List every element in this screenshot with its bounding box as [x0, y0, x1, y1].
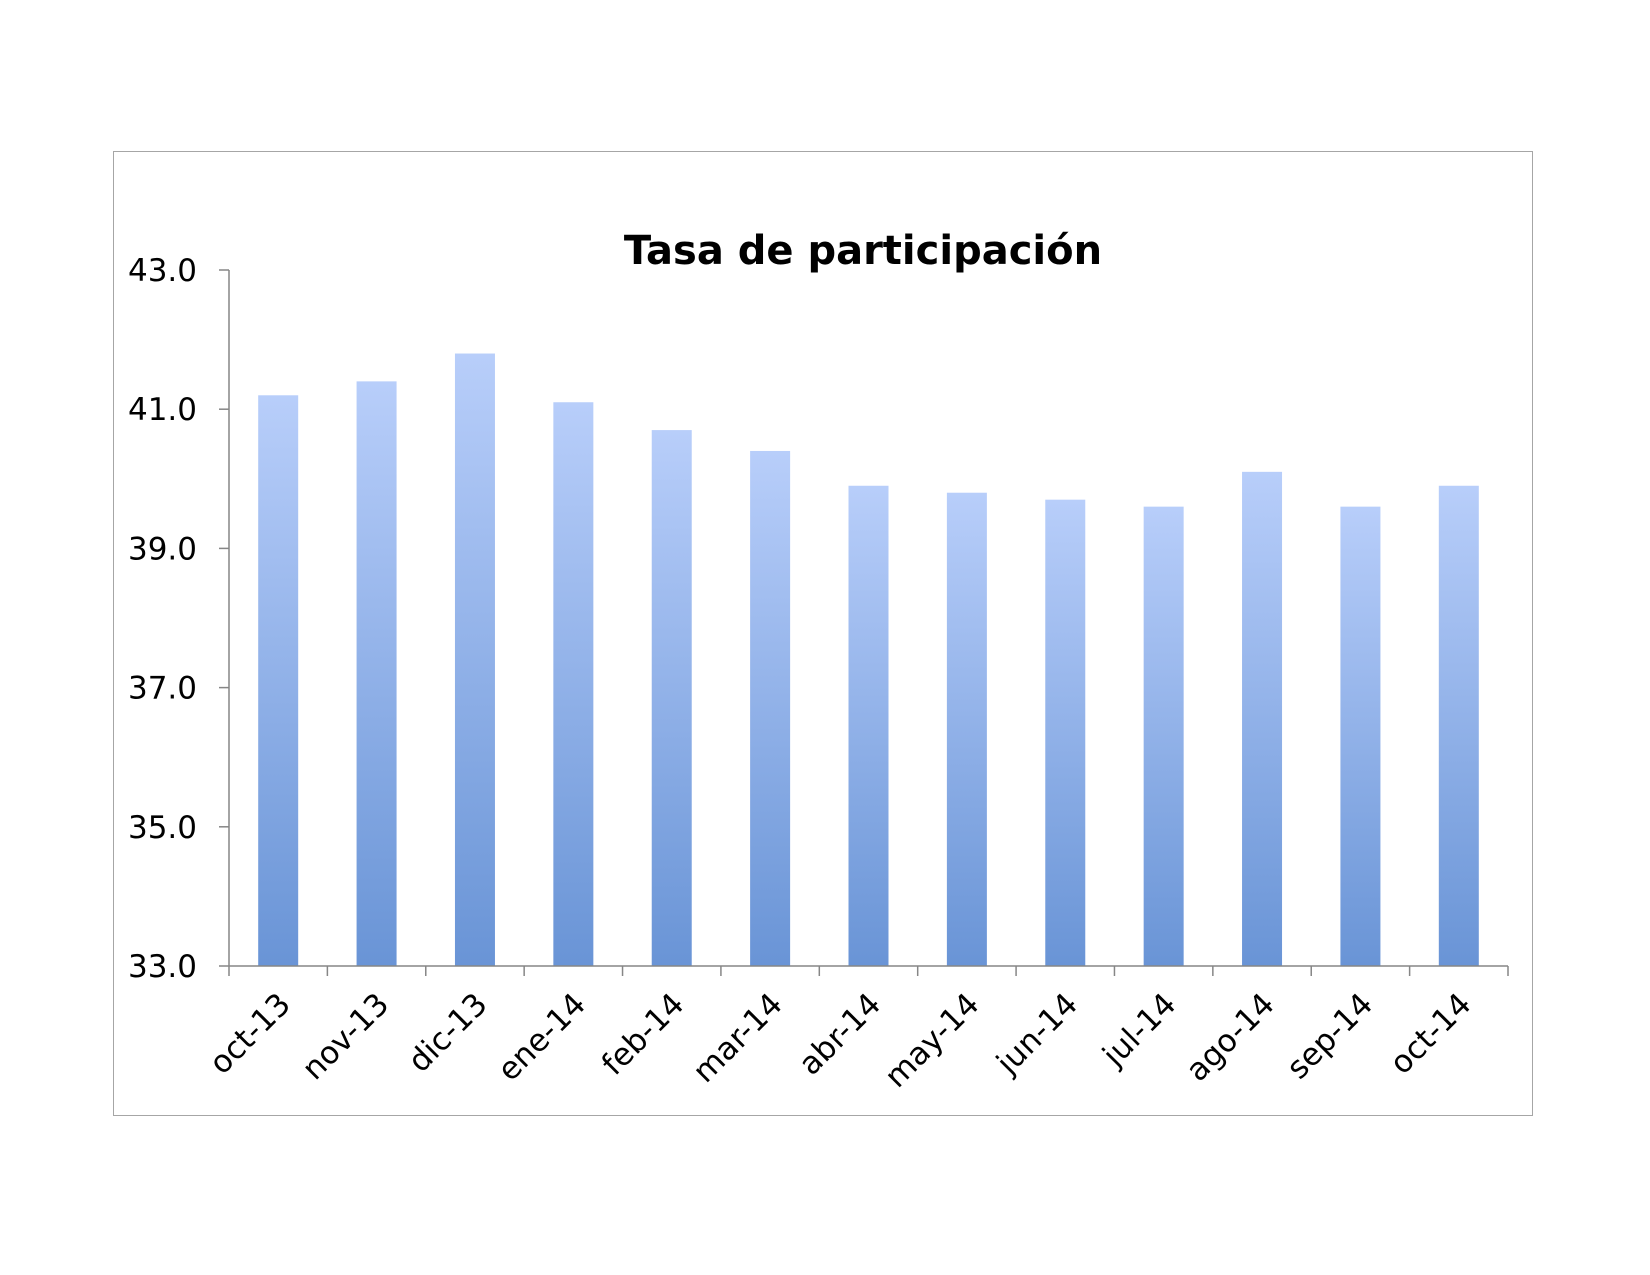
bar-abr-14: [848, 485, 889, 966]
bars: [258, 353, 1479, 967]
chart-frame: [113, 151, 1533, 1116]
bar-dic-13: [454, 353, 495, 966]
bar-oct-13: [258, 395, 299, 966]
x-tick-label: oct-13: [203, 986, 298, 1081]
x-tick-label: abr-14: [792, 986, 888, 1082]
x-tick-label: jun-14: [989, 986, 1085, 1082]
x-tick-label: mar-14: [686, 986, 790, 1090]
x-tick-label: may-14: [878, 986, 987, 1095]
y-axis: 33.0 35.0 37.0 39.0 41.0 43.0: [128, 253, 230, 985]
bar-ago-14: [1242, 471, 1283, 966]
y-tick-label: 35.0: [128, 810, 197, 846]
x-tick-label: oct-14: [1383, 986, 1478, 1081]
x-tick-label: ago-14: [1179, 986, 1281, 1088]
y-tick-label: 39.0: [128, 531, 197, 567]
bar-jul-14: [1143, 506, 1184, 966]
y-tick-label: 37.0: [128, 671, 197, 707]
x-tick-label: sep-14: [1280, 986, 1380, 1086]
x-tick-label: feb-14: [595, 986, 691, 1082]
bar-jun-14: [1045, 499, 1086, 966]
x-tick-label: dic-13: [401, 986, 494, 1079]
x-tick-label: nov-13: [295, 986, 396, 1087]
bar-sep-14: [1340, 506, 1381, 966]
x-tick-label: jul-14: [1095, 986, 1183, 1074]
bar-may-14: [946, 492, 987, 966]
bar-mar-14: [750, 450, 791, 967]
y-tick-label: 43.0: [128, 253, 197, 289]
y-tick-label: 33.0: [128, 949, 197, 985]
y-tick-label: 41.0: [128, 392, 197, 428]
x-tick-label: ene-14: [491, 986, 593, 1088]
bar-nov-13: [356, 381, 397, 966]
bar-feb-14: [651, 430, 692, 967]
bar-oct-14: [1438, 485, 1479, 966]
chart-title: Tasa de participación: [624, 228, 1102, 274]
bar-ene-14: [553, 402, 594, 966]
